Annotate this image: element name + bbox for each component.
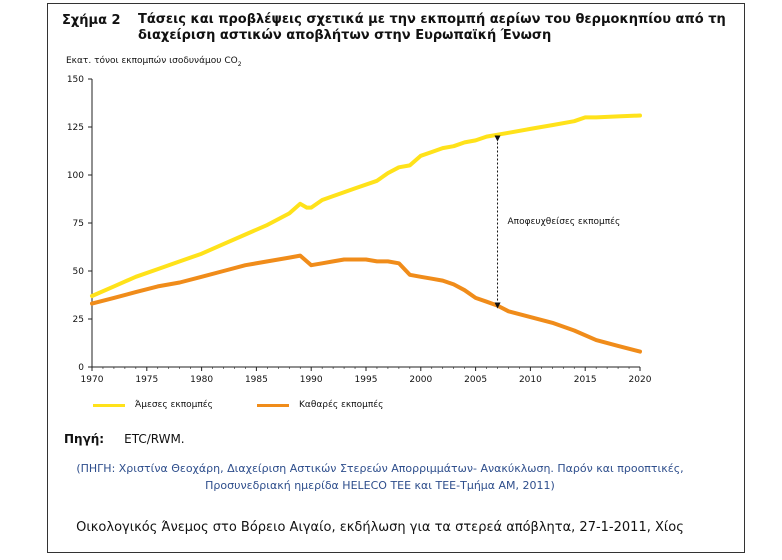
x-tick-label-1985: 1985: [245, 375, 268, 385]
x-tick-label-1990: 1990: [300, 375, 323, 385]
x-tick-label-1995: 1995: [355, 375, 378, 385]
x-tick-label-2020: 2020: [629, 375, 652, 385]
legend-label-direct: Άμεσες εκπομπές: [135, 400, 213, 410]
figure-frame: [47, 3, 745, 553]
source-value: ETC/RWM.: [124, 432, 185, 446]
y-tick-label-125: 125: [67, 123, 84, 133]
y-tick-label-50: 50: [73, 267, 85, 277]
y-tick-label-0: 0: [78, 363, 84, 373]
source-label: Πηγή:: [64, 432, 105, 446]
y-tick-label-100: 100: [67, 171, 84, 181]
source-line: Πηγή: ETC/RWM.: [64, 432, 185, 446]
x-tick-label-1975: 1975: [135, 375, 158, 385]
y-axis-label-subscript: 2: [237, 60, 242, 68]
avoided-emissions-label: Αποφευχθείσες εκπομπές: [508, 216, 621, 227]
legend-item-net: Καθαρές εκπομπές: [257, 396, 383, 414]
y-tick-label-25: 25: [73, 315, 84, 325]
x-tick-label-2000: 2000: [409, 375, 432, 385]
figure-label: Σχήμα 2: [62, 13, 121, 28]
y-tick-label-150: 150: [67, 75, 84, 85]
y-axis-label: Εκατ. τόνοι εκπομπών ισοδυνάμου CO2: [66, 56, 242, 68]
x-tick-label-1970: 1970: [81, 375, 104, 385]
citation: (ΠΗΓΗ: Χριστίνα Θεοχάρη, Διαχείριση Αστι…: [60, 460, 700, 494]
citation-line-1: (ΠΗΓΗ: Χριστίνα Θεοχάρη, Διαχείριση Αστι…: [76, 462, 684, 475]
x-tick-label-2015: 2015: [574, 375, 597, 385]
footer-caption: Οικολογικός Άνεμος στο Βόρειο Αιγαίο, εκ…: [76, 520, 684, 535]
series-line-net: [90, 253, 642, 354]
legend-label-net: Καθαρές εκπομπές: [299, 400, 384, 410]
x-tick-label-2010: 2010: [519, 375, 542, 385]
y-tick-label-75: 75: [73, 219, 84, 229]
chart-title: Τάσεις και προβλέψεις σχετικά με την εκπ…: [138, 12, 726, 43]
legend-swatch-direct: [93, 403, 125, 407]
x-tick-label-2005: 2005: [464, 375, 487, 385]
series-line-direct: [90, 113, 642, 298]
y-axis-label-text: Εκατ. τόνοι εκπομπών ισοδυνάμου CO: [66, 56, 238, 66]
legend-item-direct: Άμεσες εκπομπές: [93, 396, 213, 414]
citation-line-2: Προσυνεδριακή ημερίδα HELECO ΤΕΕ και ΤΕΕ…: [205, 479, 555, 492]
x-tick-label-1980: 1980: [190, 375, 213, 385]
legend-swatch-net: [257, 403, 289, 407]
